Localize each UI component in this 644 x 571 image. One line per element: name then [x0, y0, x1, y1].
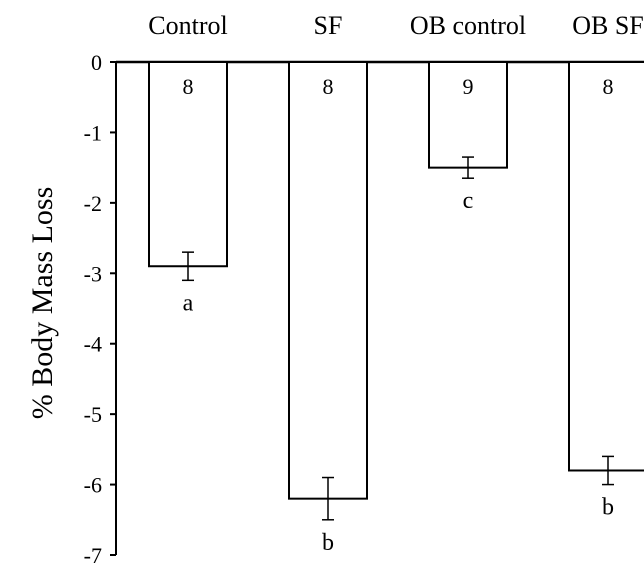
- significance-letter: b: [322, 530, 334, 556]
- labels: Control 8 a SF 8 b OB control 9 c OB SF 8 b: [148, 11, 644, 556]
- sample-size-label: 8: [603, 74, 614, 99]
- bar: [568, 61, 644, 472]
- bar: [288, 61, 368, 500]
- bars: [148, 61, 644, 521]
- y-tick-label: 0: [91, 50, 102, 75]
- y-tick-label: -6: [84, 473, 102, 498]
- category-label: Control: [148, 11, 227, 40]
- category-label: OB control: [410, 11, 526, 40]
- category-label: SF: [314, 11, 343, 40]
- significance-letter: a: [183, 290, 194, 316]
- category-label: OB SF: [572, 11, 644, 40]
- sample-size-label: 8: [183, 74, 194, 99]
- y-tick-label: -1: [84, 120, 102, 145]
- y-tick-label: -5: [84, 402, 102, 427]
- significance-letter: c: [463, 188, 474, 214]
- y-axis-title: % Body Mass Loss: [26, 187, 59, 420]
- y-tick-label: -3: [84, 261, 102, 286]
- y-tick-label: -2: [84, 191, 102, 216]
- y-tick-label: -4: [84, 332, 102, 357]
- sample-size-label: 9: [463, 74, 474, 99]
- significance-letter: b: [602, 495, 614, 521]
- y-tick-label: -7: [84, 543, 102, 568]
- sample-size-label: 8: [323, 74, 334, 99]
